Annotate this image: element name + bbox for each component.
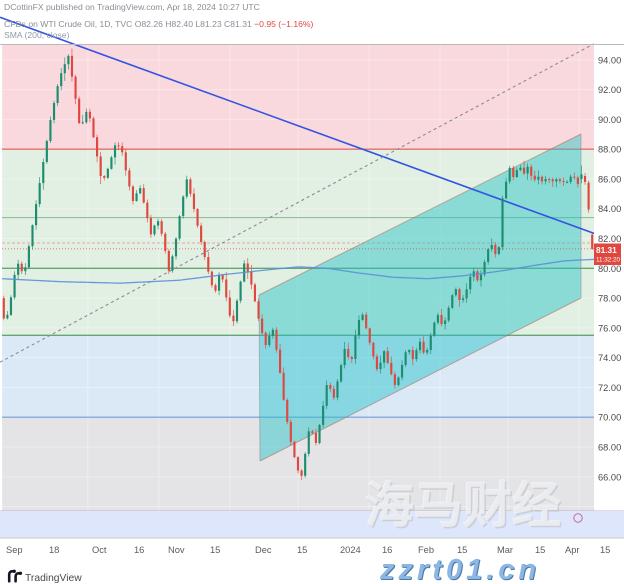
svg-text:88.00: 88.00 (598, 145, 621, 155)
svg-text:Apr: Apr (565, 545, 579, 555)
svg-text:15: 15 (297, 545, 307, 555)
svg-text:Nov: Nov (168, 545, 185, 555)
svg-text:74.00: 74.00 (598, 353, 621, 363)
svg-text:82.00: 82.00 (598, 234, 621, 244)
svg-text:11:32:20: 11:32:20 (596, 256, 621, 263)
svg-text:66.00: 66.00 (598, 472, 621, 482)
svg-text:86.00: 86.00 (598, 174, 621, 184)
svg-text:72.00: 72.00 (598, 383, 621, 393)
svg-text:94.00: 94.00 (598, 55, 621, 65)
svg-text:68.00: 68.00 (598, 442, 621, 452)
svg-text:15: 15 (210, 545, 220, 555)
svg-text:Sep: Sep (6, 545, 23, 555)
svg-text:78.00: 78.00 (598, 294, 621, 304)
svg-text:Oct: Oct (92, 545, 107, 555)
svg-text:80.00: 80.00 (598, 264, 621, 274)
svg-text:92.00: 92.00 (598, 85, 621, 95)
svg-text:TradingView: TradingView (25, 573, 82, 584)
svg-text:90.00: 90.00 (598, 115, 621, 125)
svg-text:76.00: 76.00 (598, 323, 621, 333)
svg-text:16: 16 (134, 545, 144, 555)
svg-text:2024: 2024 (340, 545, 361, 555)
svg-text:84.00: 84.00 (598, 204, 621, 214)
svg-text:18: 18 (49, 545, 59, 555)
svg-text:Dec: Dec (255, 545, 272, 555)
svg-text:81.31: 81.31 (596, 245, 617, 255)
svg-text:15: 15 (600, 545, 610, 555)
svg-text:70.00: 70.00 (598, 413, 621, 423)
